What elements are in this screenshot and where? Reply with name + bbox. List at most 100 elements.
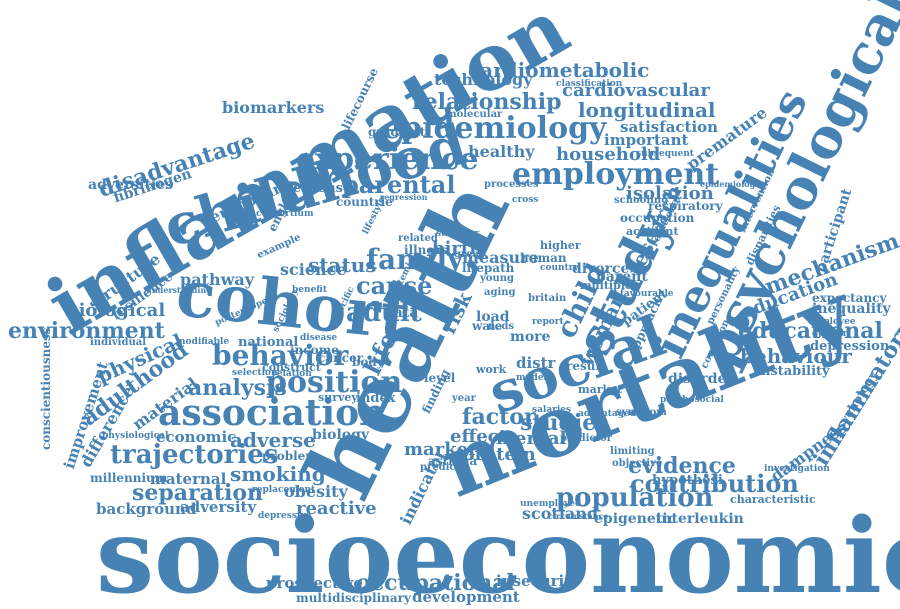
word-related: related xyxy=(398,233,438,244)
word-multiple: multiple xyxy=(580,279,632,292)
word-countrie: countrie xyxy=(336,195,393,209)
word-ncds: ncds xyxy=(488,321,514,332)
word-molecular: molecular xyxy=(446,109,503,120)
word-advantaged: advantaged xyxy=(578,409,637,419)
word-birth: birth xyxy=(432,238,483,259)
word-understanding: understanding xyxy=(146,285,212,295)
word-selection: selection xyxy=(232,368,278,378)
word-accident: accident xyxy=(626,225,679,238)
word-characteristic: characteristic xyxy=(730,493,816,506)
word-great: great xyxy=(454,249,484,260)
word-cardiometabolic: cardiometabolic xyxy=(468,58,650,82)
word-obesity: obesity xyxy=(284,482,348,501)
word-trajectories: trajectories xyxy=(110,440,279,470)
word-science: science xyxy=(280,260,347,279)
word-asthma: asthma xyxy=(428,454,478,468)
word-epigenetic: epigenetic xyxy=(594,511,677,527)
word-lifepath: lifepath xyxy=(462,261,515,275)
word-classification: classification xyxy=(556,79,623,89)
word-mental: mental xyxy=(496,428,567,449)
word-analysis: analysis xyxy=(188,375,287,401)
word-report: report xyxy=(532,317,564,327)
word-adult: adult xyxy=(346,298,422,328)
word-employment: employment xyxy=(512,157,720,192)
word-replacement: replacement xyxy=(252,485,316,495)
word-britain: britain xyxy=(528,293,567,304)
word-hypothesi: hypothesi xyxy=(652,473,723,488)
word-predict: predict xyxy=(420,462,461,473)
word-adversity: adversity xyxy=(180,498,257,516)
word-parent: parent xyxy=(596,269,648,285)
word-result: result xyxy=(566,359,606,373)
word-construct: construct xyxy=(262,361,321,374)
word-factor: factor xyxy=(462,404,536,430)
word-objective: objective xyxy=(612,458,663,469)
word-pathway: pathway xyxy=(180,270,255,289)
word-response: response xyxy=(286,181,352,196)
word-expectancy: expectancy xyxy=(812,291,887,305)
word-processes: processes xyxy=(484,179,539,190)
word-investigation: investigation xyxy=(764,464,830,474)
word-body: body xyxy=(352,355,384,369)
word-prospective: prospective xyxy=(266,574,363,592)
word-country: country xyxy=(540,263,579,273)
word-measure: measure xyxy=(462,248,539,267)
word-work: work xyxy=(476,363,507,376)
word-survey: survey xyxy=(318,391,358,404)
word-interleukin: interleukin xyxy=(656,511,744,527)
word-biological: biological xyxy=(66,300,166,321)
word-limiting: limiting xyxy=(610,446,655,457)
word-wale: wale xyxy=(472,319,503,333)
word-population: population xyxy=(556,483,714,513)
word-millennium: millennium xyxy=(90,471,168,485)
word-young: young xyxy=(480,273,515,284)
word-employee: employee xyxy=(808,317,856,327)
word-smoking: smoking xyxy=(230,462,326,486)
word-cancer: cancer xyxy=(318,351,364,365)
word-relation: relation xyxy=(272,369,312,379)
word-occupational: occupational xyxy=(356,570,515,596)
word-data: data xyxy=(384,305,419,321)
word-regression: regression xyxy=(380,192,428,202)
word-contribution: contribution xyxy=(630,469,799,498)
word-market: market xyxy=(578,383,623,396)
word-aging: aging xyxy=(484,287,516,298)
word-level: level xyxy=(424,371,456,385)
word-marker: marker xyxy=(404,439,478,460)
word-gradient: gradient xyxy=(368,125,426,139)
word-year: year xyxy=(452,393,476,404)
word-distr: distr xyxy=(516,354,556,372)
word-multidisciplinary: multidisciplinary xyxy=(296,591,411,605)
word-cross: cross xyxy=(512,195,539,205)
word-association: association xyxy=(158,392,386,434)
word-effect: effect xyxy=(450,426,507,447)
word-protein: protein xyxy=(462,444,536,465)
word-benefit: benefit xyxy=(292,285,327,295)
word-model: model xyxy=(516,373,547,383)
word-isolation: isolation xyxy=(626,183,714,204)
word-illness: illness xyxy=(404,243,448,257)
word-separation: separation xyxy=(132,480,264,506)
word-schooling: schooling xyxy=(614,195,669,206)
word-technology: technology xyxy=(434,70,533,89)
word-circumstance: circumstance xyxy=(548,511,609,521)
word-epidemiology: epidemiology xyxy=(382,111,607,146)
word-reactive: reactive xyxy=(296,498,377,519)
word-salaries: salaries xyxy=(532,405,572,415)
word-individual: individual xyxy=(90,337,147,348)
word-modifiable: modifiable xyxy=(176,337,230,347)
word-maternal: maternal xyxy=(150,470,227,488)
word-educational: educational xyxy=(738,318,883,344)
word-load: load xyxy=(476,309,510,325)
word-background: background xyxy=(96,500,197,518)
word-national: national xyxy=(238,335,299,350)
word-physiological: physiological xyxy=(102,431,169,441)
word-human: human xyxy=(520,251,567,265)
word-behaviour: behaviour xyxy=(740,344,852,368)
word-development: development xyxy=(412,588,520,606)
word-psychosocial: psychosocial xyxy=(660,395,724,405)
word-predictor: predictor xyxy=(560,433,613,444)
word-evidence: evidence xyxy=(628,453,736,479)
word-income: income xyxy=(290,343,339,357)
